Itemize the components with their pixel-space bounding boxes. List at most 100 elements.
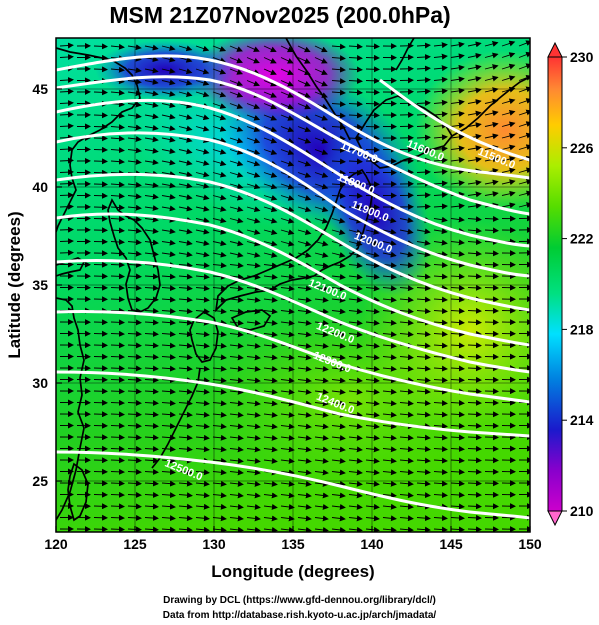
wind-vector <box>416 134 431 141</box>
wind-vector <box>263 446 278 453</box>
wind-vector <box>161 205 176 212</box>
wind-vector <box>365 228 380 235</box>
wind-vector <box>314 365 329 372</box>
colorbar: 230 226 222 218 214 210 <box>547 41 594 527</box>
wind-vector <box>501 75 516 82</box>
wind-vector <box>297 365 312 372</box>
contour-11600 <box>56 54 530 180</box>
wind-vector <box>127 227 142 234</box>
wind-vector <box>314 469 329 476</box>
wind-vector <box>127 319 142 326</box>
wind-vector <box>110 296 125 303</box>
wind-vector <box>144 101 159 108</box>
wind-vector <box>450 64 465 71</box>
wind-vector <box>246 80 260 87</box>
wind-vector <box>450 203 465 210</box>
wind-vector <box>365 240 380 247</box>
wind-vector <box>161 423 176 430</box>
wind-vector <box>331 377 346 384</box>
wind-vector <box>178 273 193 280</box>
wind-vector <box>433 262 448 269</box>
wind-vector <box>195 45 210 52</box>
wind-vector <box>280 126 295 133</box>
wind-vector <box>280 469 295 476</box>
x-axis: 120 125 130 135 140 145 150 <box>44 526 542 552</box>
wind-vector <box>178 102 193 109</box>
wind-vector <box>348 457 363 464</box>
wind-vector <box>467 457 482 464</box>
wind-vector <box>110 445 125 452</box>
wind-vector <box>297 469 312 476</box>
wind-vector <box>331 43 346 50</box>
wind-vector <box>501 156 516 162</box>
wind-vector <box>416 42 431 49</box>
wind-vector <box>280 400 295 407</box>
wind-vector <box>280 68 294 75</box>
wind-vector <box>246 354 261 361</box>
wind-vector <box>110 491 125 498</box>
wind-vector <box>229 194 244 201</box>
wind-vector <box>450 376 465 383</box>
wind-vector <box>212 457 227 464</box>
wind-vector <box>297 172 312 178</box>
wind-vector <box>416 273 431 280</box>
wind-vector <box>433 411 448 418</box>
wind-vector <box>314 114 329 121</box>
wind-vector <box>161 411 176 418</box>
wind-vector <box>229 296 244 303</box>
wind-vector <box>280 503 295 510</box>
wind-vector <box>161 388 176 395</box>
wind-vector <box>246 262 261 269</box>
wind-vector <box>314 172 329 178</box>
wind-vector <box>467 503 482 510</box>
wind-vector <box>246 57 260 64</box>
wind-vector <box>467 145 482 152</box>
wind-vector <box>144 296 159 303</box>
wind-vector <box>348 434 363 441</box>
wind-vector <box>331 526 346 532</box>
wind-vector <box>246 526 261 532</box>
wind-vector <box>59 146 74 153</box>
wind-vector <box>433 423 448 430</box>
wind-vector <box>484 179 499 186</box>
wind-vector <box>161 492 176 499</box>
wind-vector <box>195 125 210 132</box>
wind-vector <box>110 388 125 395</box>
wind-vector <box>467 526 482 532</box>
wind-vector <box>127 261 142 268</box>
wind-vector <box>467 99 482 105</box>
wind-vector <box>467 514 482 521</box>
wind-vector <box>144 147 159 154</box>
wind-vector <box>178 411 193 418</box>
wind-vector <box>178 388 193 395</box>
wind-vector <box>178 91 193 97</box>
wind-vector <box>195 319 210 326</box>
colorbar-tick-label: 218 <box>570 321 594 337</box>
wind-vector <box>518 40 530 47</box>
wind-vector <box>450 468 465 475</box>
wind-vector <box>314 319 329 326</box>
wind-vector <box>280 446 295 453</box>
wind-vector <box>127 468 142 475</box>
wind-vector <box>416 515 431 522</box>
wind-vector <box>246 365 261 372</box>
wind-vector <box>161 331 176 338</box>
wind-vector <box>416 469 431 476</box>
wind-vector <box>450 296 465 303</box>
wind-vector <box>178 239 193 246</box>
wind-vector <box>297 57 311 64</box>
wind-vector <box>246 296 261 303</box>
wind-vector <box>450 526 465 532</box>
wind-vector <box>195 251 210 258</box>
wind-vector <box>348 388 363 395</box>
x-axis-label: Longitude (degrees) <box>211 562 374 581</box>
wind-vector <box>433 388 448 395</box>
wind-vector <box>229 57 243 64</box>
wind-vector <box>314 480 329 487</box>
wind-vector <box>416 203 431 210</box>
wind-vector <box>297 434 312 441</box>
wind-vector <box>314 149 329 156</box>
wind-vector <box>450 41 465 48</box>
wind-vector <box>110 181 125 188</box>
